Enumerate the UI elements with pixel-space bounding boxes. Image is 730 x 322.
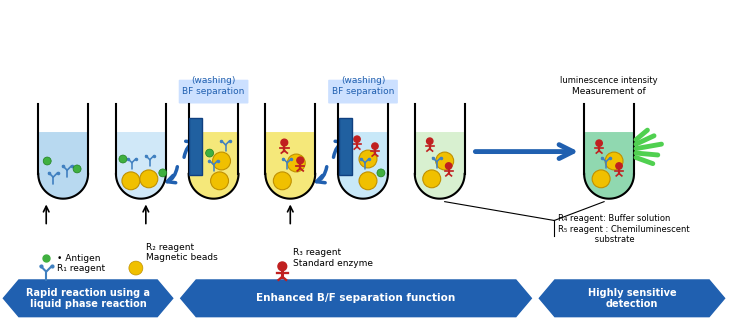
Circle shape — [288, 154, 305, 172]
Text: R₃ reagent
Standard enzyme: R₃ reagent Standard enzyme — [293, 249, 373, 268]
Circle shape — [43, 157, 51, 165]
Text: Highly sensitive
detection: Highly sensitive detection — [588, 288, 676, 309]
Bar — [189, 118, 202, 175]
Polygon shape — [116, 133, 166, 199]
Polygon shape — [266, 133, 315, 199]
Circle shape — [281, 139, 288, 146]
Circle shape — [206, 149, 214, 157]
Polygon shape — [539, 280, 725, 317]
Text: Rapid reaction using a
liquid phase reaction: Rapid reaction using a liquid phase reac… — [26, 288, 150, 309]
Circle shape — [129, 261, 143, 275]
Circle shape — [592, 170, 610, 188]
Circle shape — [273, 172, 291, 190]
Circle shape — [359, 172, 377, 190]
Text: Measurement of: Measurement of — [572, 87, 646, 96]
Circle shape — [596, 140, 602, 146]
Circle shape — [140, 170, 158, 188]
Text: (washing): (washing) — [191, 76, 236, 85]
Text: BF separation: BF separation — [332, 87, 394, 96]
Circle shape — [212, 152, 231, 170]
Circle shape — [436, 152, 453, 170]
Text: BF separation: BF separation — [182, 87, 245, 96]
Bar — [339, 118, 352, 175]
Polygon shape — [181, 280, 531, 317]
Polygon shape — [188, 133, 239, 199]
Text: R₁ reagent: R₁ reagent — [57, 264, 105, 272]
Text: R₂ reagent
Magnetic beads: R₂ reagent Magnetic beads — [146, 242, 218, 262]
Circle shape — [122, 172, 140, 190]
Text: luminescence intensity: luminescence intensity — [560, 76, 658, 85]
Circle shape — [426, 138, 433, 144]
Polygon shape — [4, 280, 173, 317]
Polygon shape — [338, 133, 388, 199]
Text: R₄ reagent: Buffer solution: R₄ reagent: Buffer solution — [558, 214, 671, 223]
Circle shape — [372, 143, 378, 149]
Circle shape — [210, 172, 228, 190]
Text: R₅ reagent : Chemiluminescent
              substrate: R₅ reagent : Chemiluminescent substrate — [558, 225, 690, 244]
Circle shape — [119, 155, 127, 163]
FancyBboxPatch shape — [179, 80, 248, 103]
Circle shape — [445, 163, 452, 169]
Text: (washing): (washing) — [341, 76, 385, 85]
Circle shape — [278, 262, 287, 271]
Polygon shape — [415, 133, 464, 199]
Polygon shape — [584, 133, 634, 199]
Circle shape — [616, 163, 622, 169]
Circle shape — [605, 152, 623, 170]
Circle shape — [73, 165, 81, 173]
Circle shape — [354, 136, 360, 142]
Circle shape — [377, 169, 385, 177]
Text: Enhanced B/F separation function: Enhanced B/F separation function — [256, 293, 456, 303]
Circle shape — [297, 157, 304, 164]
Circle shape — [423, 170, 441, 188]
FancyBboxPatch shape — [328, 80, 398, 103]
Text: • Antigen: • Antigen — [57, 254, 101, 263]
Circle shape — [159, 169, 166, 177]
Polygon shape — [38, 133, 88, 199]
Circle shape — [359, 150, 377, 168]
